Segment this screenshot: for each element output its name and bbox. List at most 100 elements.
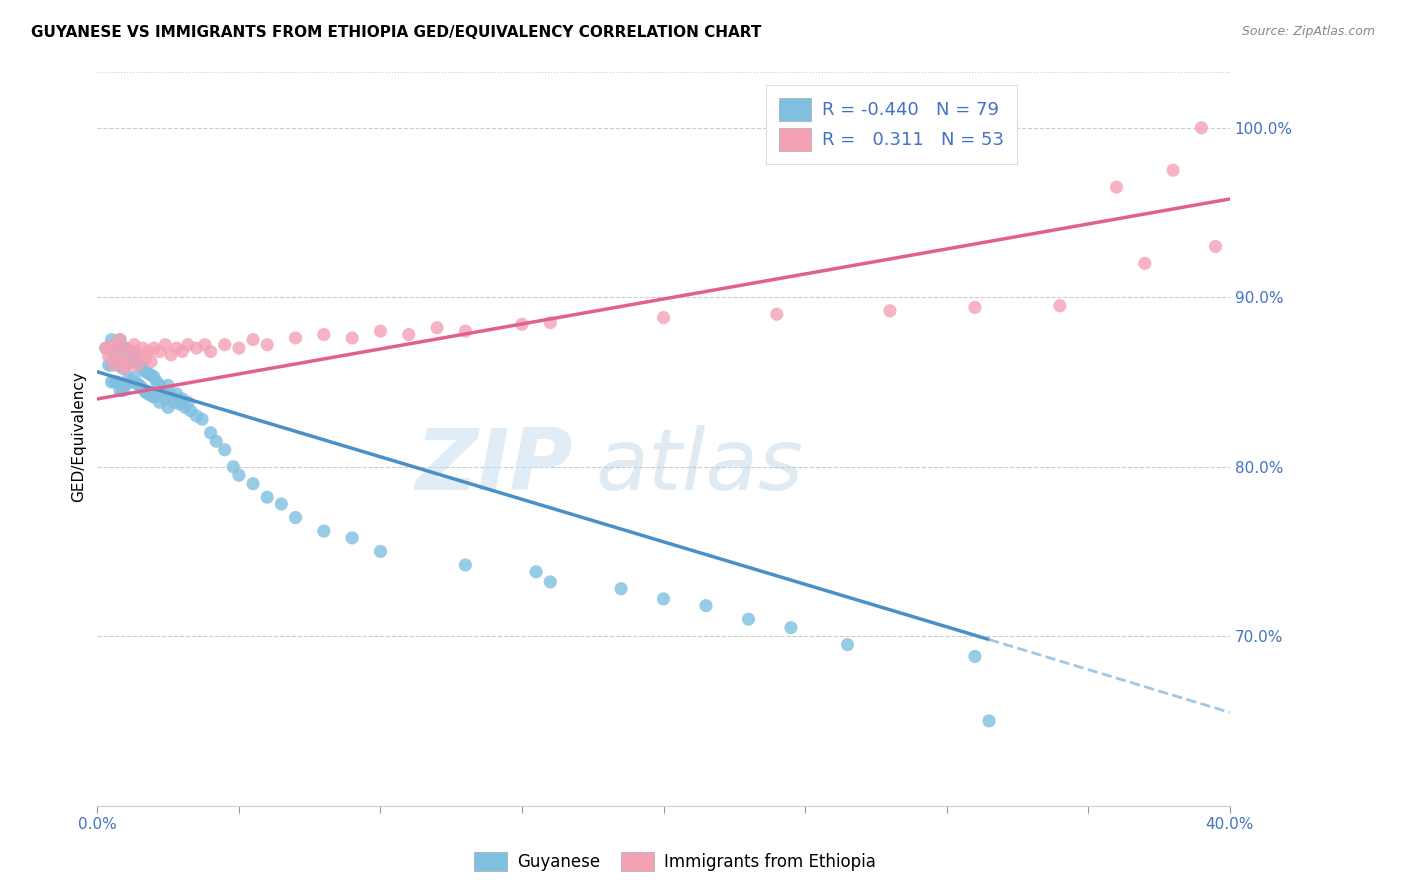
Legend: R = -0.440   N = 79, R =   0.311   N = 53: R = -0.440 N = 79, R = 0.311 N = 53 <box>766 85 1017 164</box>
Point <box>105 358 128 372</box>
Point <box>977 714 1000 728</box>
Point <box>524 565 547 579</box>
Point <box>228 468 250 483</box>
Point <box>454 324 477 338</box>
Point <box>111 361 134 376</box>
Point <box>155 392 177 406</box>
Point <box>100 333 122 347</box>
Point <box>152 384 174 398</box>
Point <box>94 341 117 355</box>
Point <box>134 385 156 400</box>
Point <box>108 333 131 347</box>
Point <box>155 337 177 351</box>
Point <box>454 558 477 572</box>
Point <box>125 376 148 391</box>
Point <box>200 425 222 440</box>
Point <box>111 384 134 398</box>
Point <box>879 303 901 318</box>
Point <box>122 337 145 351</box>
Point <box>340 531 363 545</box>
Point <box>122 344 145 359</box>
Y-axis label: GED/Equivalency: GED/Equivalency <box>72 372 86 502</box>
Point <box>214 442 236 457</box>
Point <box>256 337 278 351</box>
Text: atlas: atlas <box>596 425 804 508</box>
Point <box>652 310 675 325</box>
Point <box>131 361 153 376</box>
Text: Source: ZipAtlas.com: Source: ZipAtlas.com <box>1241 25 1375 38</box>
Point <box>312 524 335 538</box>
Point <box>139 354 162 368</box>
Point <box>737 612 759 626</box>
Point <box>128 348 150 362</box>
Point <box>114 341 136 355</box>
Point <box>105 350 128 364</box>
Point <box>139 388 162 402</box>
Point <box>103 375 125 389</box>
Point <box>510 318 533 332</box>
Point <box>131 382 153 396</box>
Point <box>111 341 134 355</box>
Point <box>652 591 675 606</box>
Point <box>177 395 200 409</box>
Legend: Guyanese, Immigrants from Ethiopia: Guyanese, Immigrants from Ethiopia <box>465 843 884 880</box>
Point <box>538 316 561 330</box>
Point <box>963 649 986 664</box>
Point <box>114 358 136 372</box>
Point <box>200 344 222 359</box>
Point <box>538 574 561 589</box>
Point <box>125 354 148 368</box>
Point <box>214 337 236 351</box>
Point <box>105 375 128 389</box>
Point <box>103 350 125 364</box>
Point <box>163 395 186 409</box>
Point <box>172 344 194 359</box>
Point <box>128 358 150 372</box>
Point <box>94 341 117 355</box>
Point <box>370 544 392 558</box>
Point <box>284 331 307 345</box>
Point <box>177 337 200 351</box>
Point <box>242 476 264 491</box>
Point <box>120 354 142 368</box>
Point <box>149 378 172 392</box>
Point <box>105 341 128 355</box>
Point <box>100 358 122 372</box>
Point <box>114 341 136 355</box>
Point <box>143 370 166 384</box>
Point <box>100 375 122 389</box>
Point <box>117 371 139 385</box>
Point <box>174 401 197 415</box>
Point <box>146 375 169 389</box>
Point <box>120 344 142 359</box>
Point <box>340 331 363 345</box>
Point <box>108 333 131 347</box>
Point <box>426 320 449 334</box>
Point <box>191 412 214 426</box>
Point <box>186 409 208 423</box>
Point <box>157 401 180 415</box>
Point <box>166 341 188 355</box>
Point <box>1049 299 1071 313</box>
Point <box>256 490 278 504</box>
Point <box>1105 180 1128 194</box>
Point <box>136 344 159 359</box>
Point <box>114 378 136 392</box>
Point <box>100 341 122 355</box>
Point <box>120 375 142 389</box>
Point <box>97 358 120 372</box>
Point <box>242 333 264 347</box>
Point <box>205 434 228 449</box>
Point <box>103 358 125 372</box>
Point <box>134 351 156 366</box>
Point <box>186 341 208 355</box>
Point <box>194 337 217 351</box>
Point <box>108 354 131 368</box>
Point <box>136 367 159 381</box>
Point <box>284 510 307 524</box>
Point <box>122 370 145 384</box>
Point <box>169 397 191 411</box>
Point <box>143 390 166 404</box>
Point <box>270 497 292 511</box>
Point <box>1161 163 1184 178</box>
